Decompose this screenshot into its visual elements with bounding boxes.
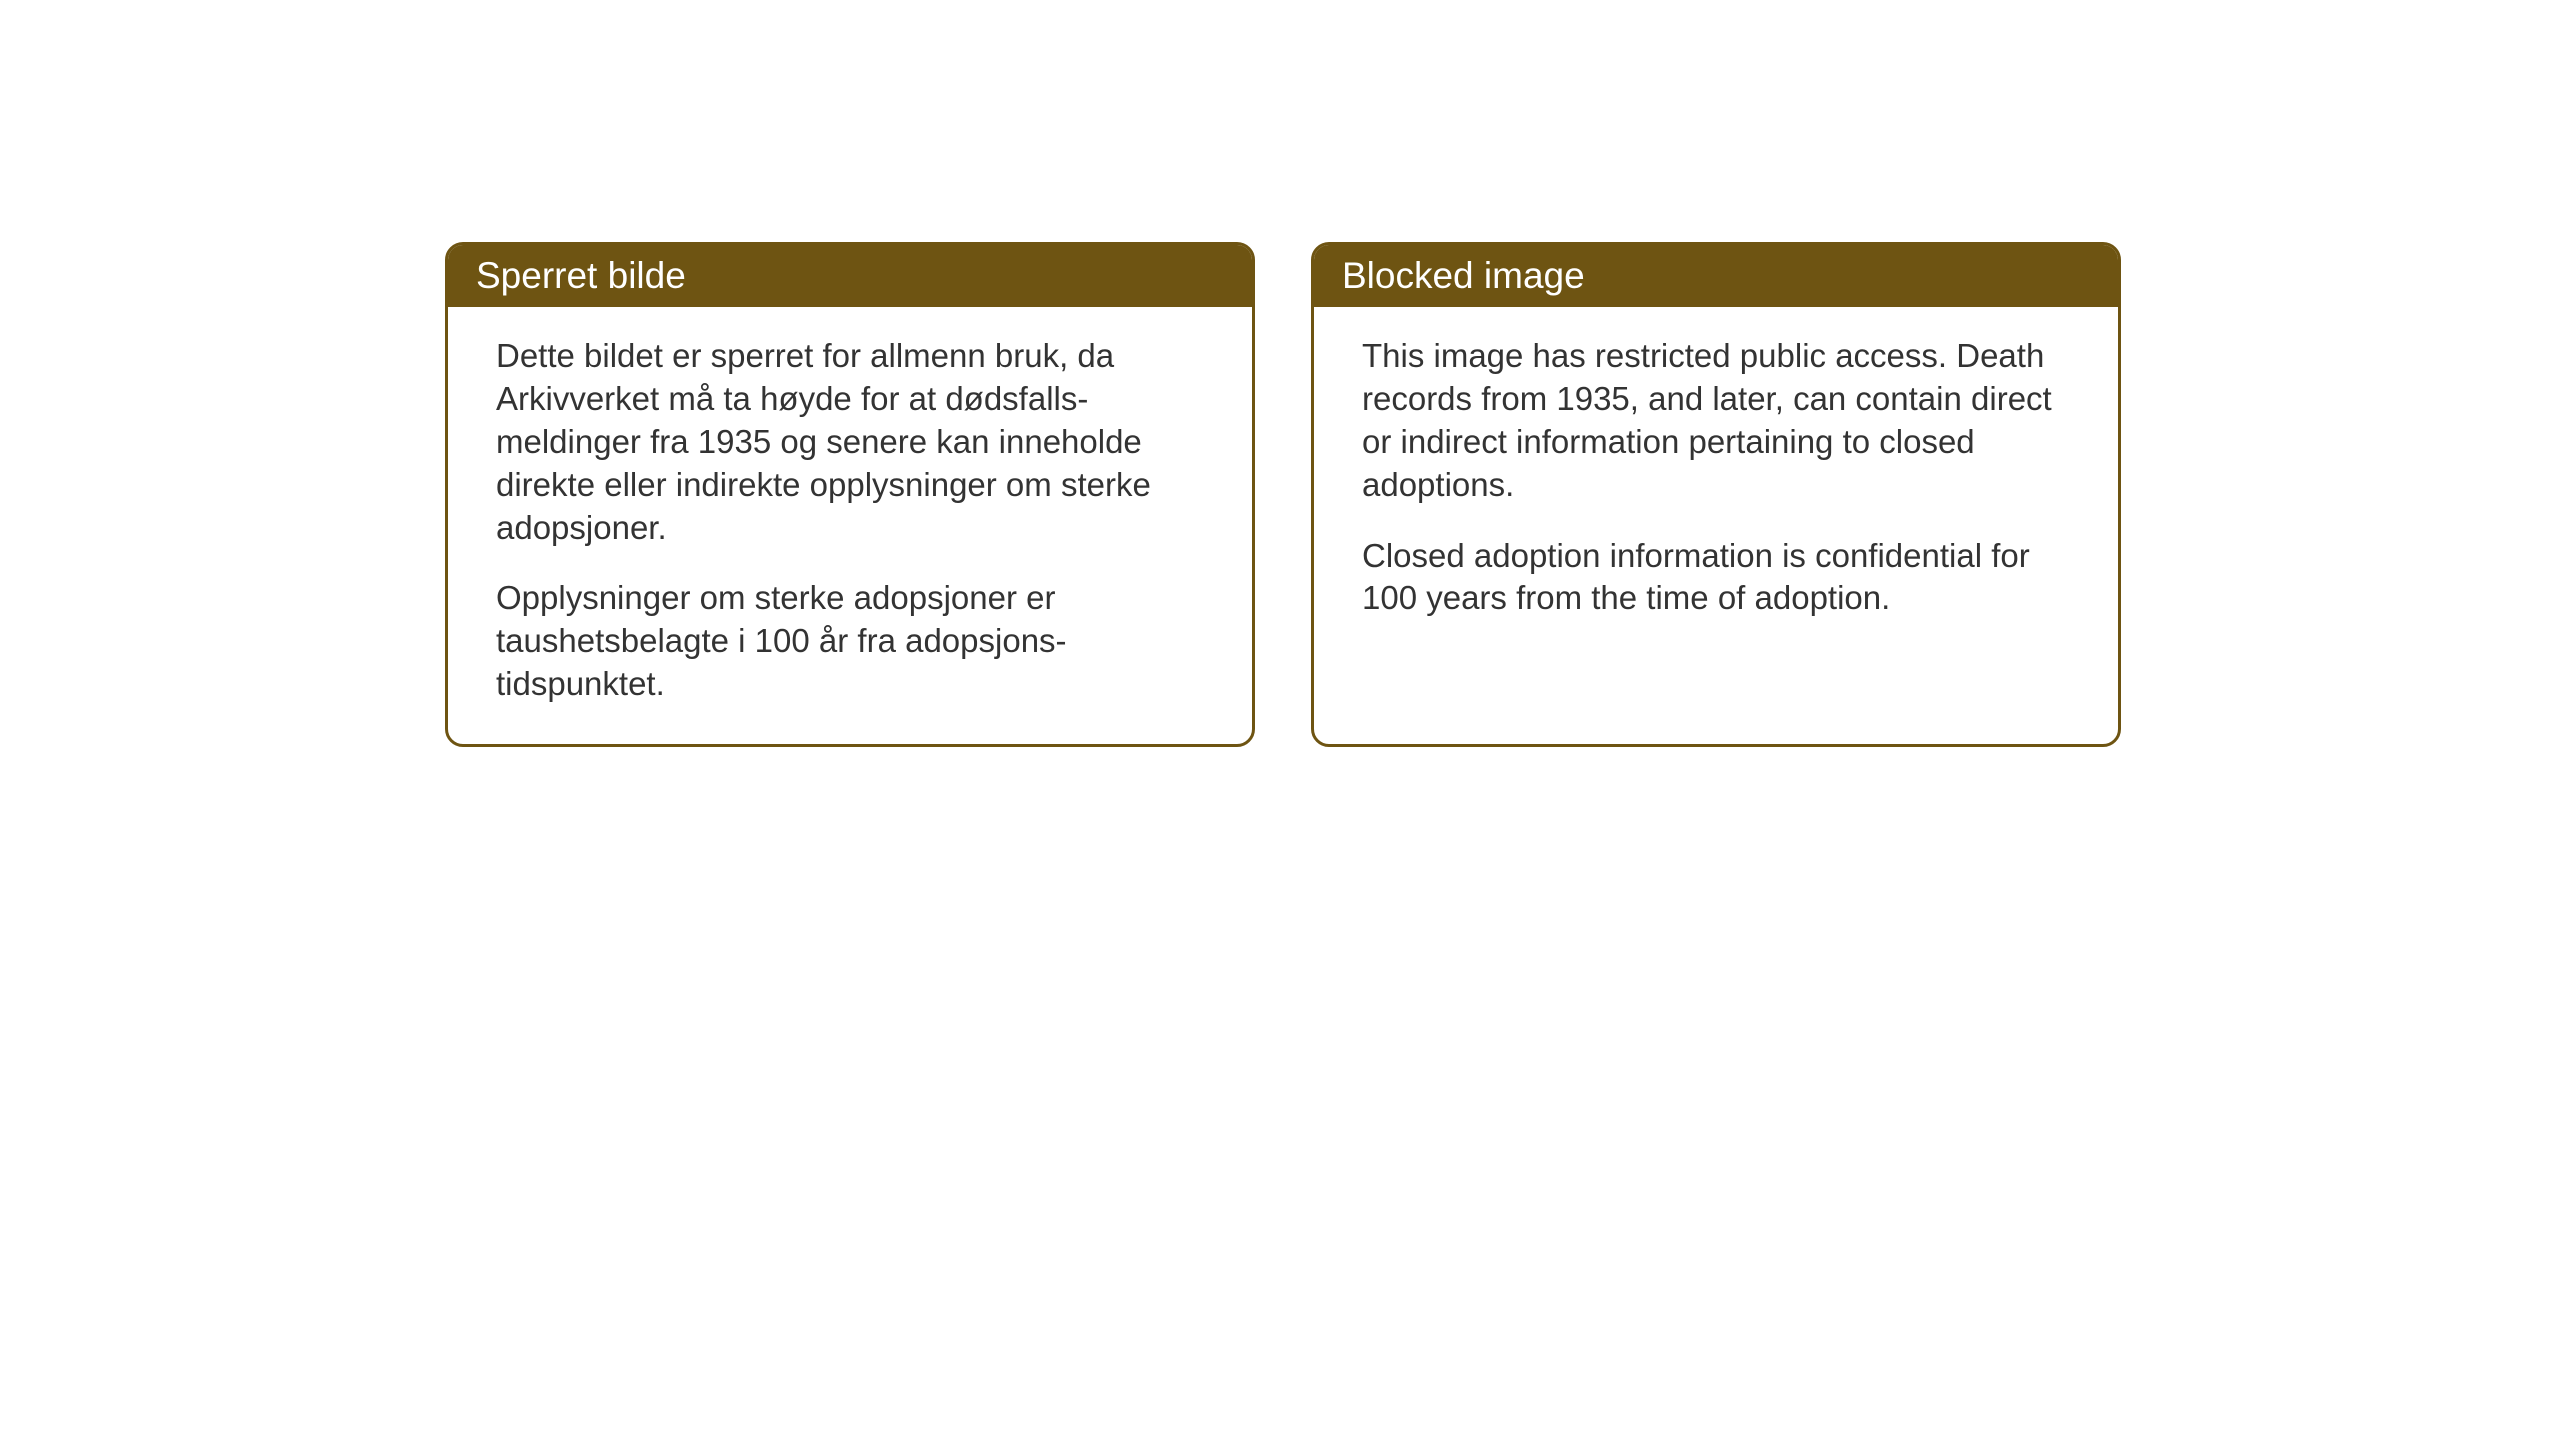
card-title-english: Blocked image — [1342, 255, 1585, 296]
card-paragraph-2-norwegian: Opplysninger om sterke adopsjoner er tau… — [496, 577, 1204, 706]
card-body-english: This image has restricted public access.… — [1314, 307, 2118, 658]
card-paragraph-2-english: Closed adoption information is confident… — [1362, 535, 2070, 621]
card-body-norwegian: Dette bildet er sperret for allmenn bruk… — [448, 307, 1252, 744]
card-title-norwegian: Sperret bilde — [476, 255, 686, 296]
card-paragraph-1-norwegian: Dette bildet er sperret for allmenn bruk… — [496, 335, 1204, 549]
card-header-norwegian: Sperret bilde — [448, 245, 1252, 307]
card-header-english: Blocked image — [1314, 245, 2118, 307]
card-paragraph-1-english: This image has restricted public access.… — [1362, 335, 2070, 507]
notice-container: Sperret bilde Dette bildet er sperret fo… — [445, 242, 2121, 747]
notice-card-english: Blocked image This image has restricted … — [1311, 242, 2121, 747]
notice-card-norwegian: Sperret bilde Dette bildet er sperret fo… — [445, 242, 1255, 747]
